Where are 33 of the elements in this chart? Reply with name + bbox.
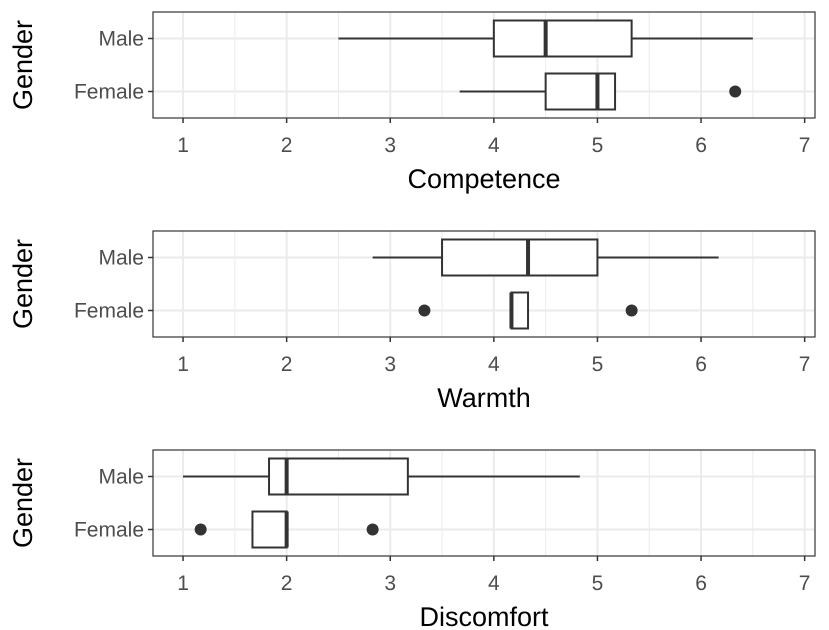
x-tick-label: 1 (177, 572, 189, 595)
x-tick-label: 5 (592, 353, 604, 376)
x-tick-label: 3 (384, 134, 396, 157)
y-axis-title: Gender (8, 20, 38, 110)
x-tick-label: 1 (177, 353, 189, 376)
x-tick-label: 6 (695, 572, 707, 595)
y-tick-label: Female (74, 518, 144, 542)
x-tick-label: 4 (488, 353, 500, 376)
x-tick-label: 3 (384, 572, 396, 595)
x-tick-label: 6 (695, 134, 707, 157)
x-tick-label: 4 (488, 572, 500, 595)
y-tick-label: Male (98, 246, 144, 270)
x-tick-label: 7 (798, 353, 810, 376)
x-tick-label: 2 (280, 353, 292, 376)
x-tick-label: 3 (384, 353, 396, 376)
y-tick-label: Female (74, 300, 144, 322)
y-tick-label: Male (98, 466, 144, 488)
y-tick-label: Female (74, 80, 144, 104)
x-axis-title: Warmth (437, 383, 531, 413)
x-tick-label: 6 (695, 353, 707, 376)
x-axis-title: Discomfort (419, 602, 550, 630)
x-tick-label: 7 (798, 134, 810, 157)
x-tick-label: 5 (592, 572, 604, 595)
y-axis-title: Gender (8, 238, 38, 330)
x-tick-label: 2 (280, 572, 292, 595)
x-axis-title: Competence (407, 164, 561, 194)
x-tick-label: 1 (177, 134, 189, 157)
y-tick-label: Male (98, 28, 144, 50)
x-tick-label: 4 (488, 134, 500, 157)
x-tick-label: 2 (280, 134, 292, 157)
x-tick-label: 5 (592, 134, 604, 157)
x-tick-label: 7 (798, 572, 810, 595)
y-axis-title: Gender (8, 458, 38, 548)
